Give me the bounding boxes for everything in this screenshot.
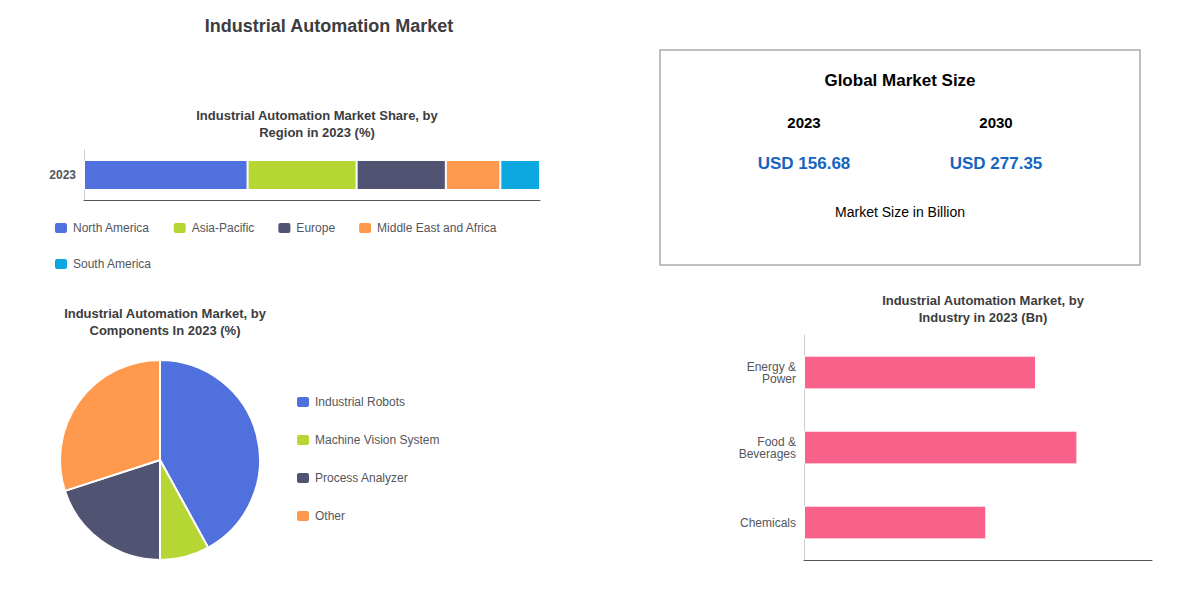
svg-text:Industrial Automation Market,: Industrial Automation Market, by	[64, 306, 267, 321]
svg-text:2023: 2023	[787, 114, 820, 131]
svg-text:Industrial Automation Market,: Industrial Automation Market, by	[882, 293, 1085, 308]
svg-text:Industrial Robots: Industrial Robots	[315, 395, 405, 409]
svg-text:Region in 2023 (%): Region in 2023 (%)	[259, 125, 375, 140]
svg-text:USD 156.68: USD 156.68	[758, 154, 851, 173]
svg-text:Europe: Europe	[296, 221, 335, 235]
svg-text:South America: South America	[73, 257, 151, 271]
svg-text:USD 277.35: USD 277.35	[950, 154, 1043, 173]
svg-text:Power: Power	[762, 372, 796, 386]
svg-text:Global Market Size: Global Market Size	[824, 71, 975, 90]
svg-text:Chemicals: Chemicals	[740, 516, 796, 530]
svg-text:Middle East and Africa: Middle East and Africa	[377, 221, 497, 235]
svg-text:Machine Vision System: Machine Vision System	[315, 433, 440, 447]
svg-text:Industry in 2023 (Bn): Industry in 2023 (Bn)	[919, 310, 1048, 325]
svg-text:Market Size in Billion: Market Size in Billion	[835, 204, 965, 220]
svg-text:Process Analyzer: Process Analyzer	[315, 471, 408, 485]
svg-text:Asia-Pacific: Asia-Pacific	[192, 221, 255, 235]
svg-text:North America: North America	[73, 221, 149, 235]
svg-text:Industrial Automation Market S: Industrial Automation Market Share, by	[196, 108, 438, 123]
svg-text:Components In 2023 (%): Components In 2023 (%)	[90, 323, 241, 338]
svg-text:Food &: Food &	[757, 434, 796, 449]
svg-text:Energy &: Energy &	[746, 359, 796, 374]
svg-text:Other: Other	[315, 509, 345, 523]
svg-text:2030: 2030	[979, 114, 1012, 131]
svg-text:2023: 2023	[49, 168, 76, 182]
svg-text:Industrial Automation Market: Industrial Automation Market	[205, 16, 453, 36]
svg-text:Beverages: Beverages	[739, 447, 796, 461]
